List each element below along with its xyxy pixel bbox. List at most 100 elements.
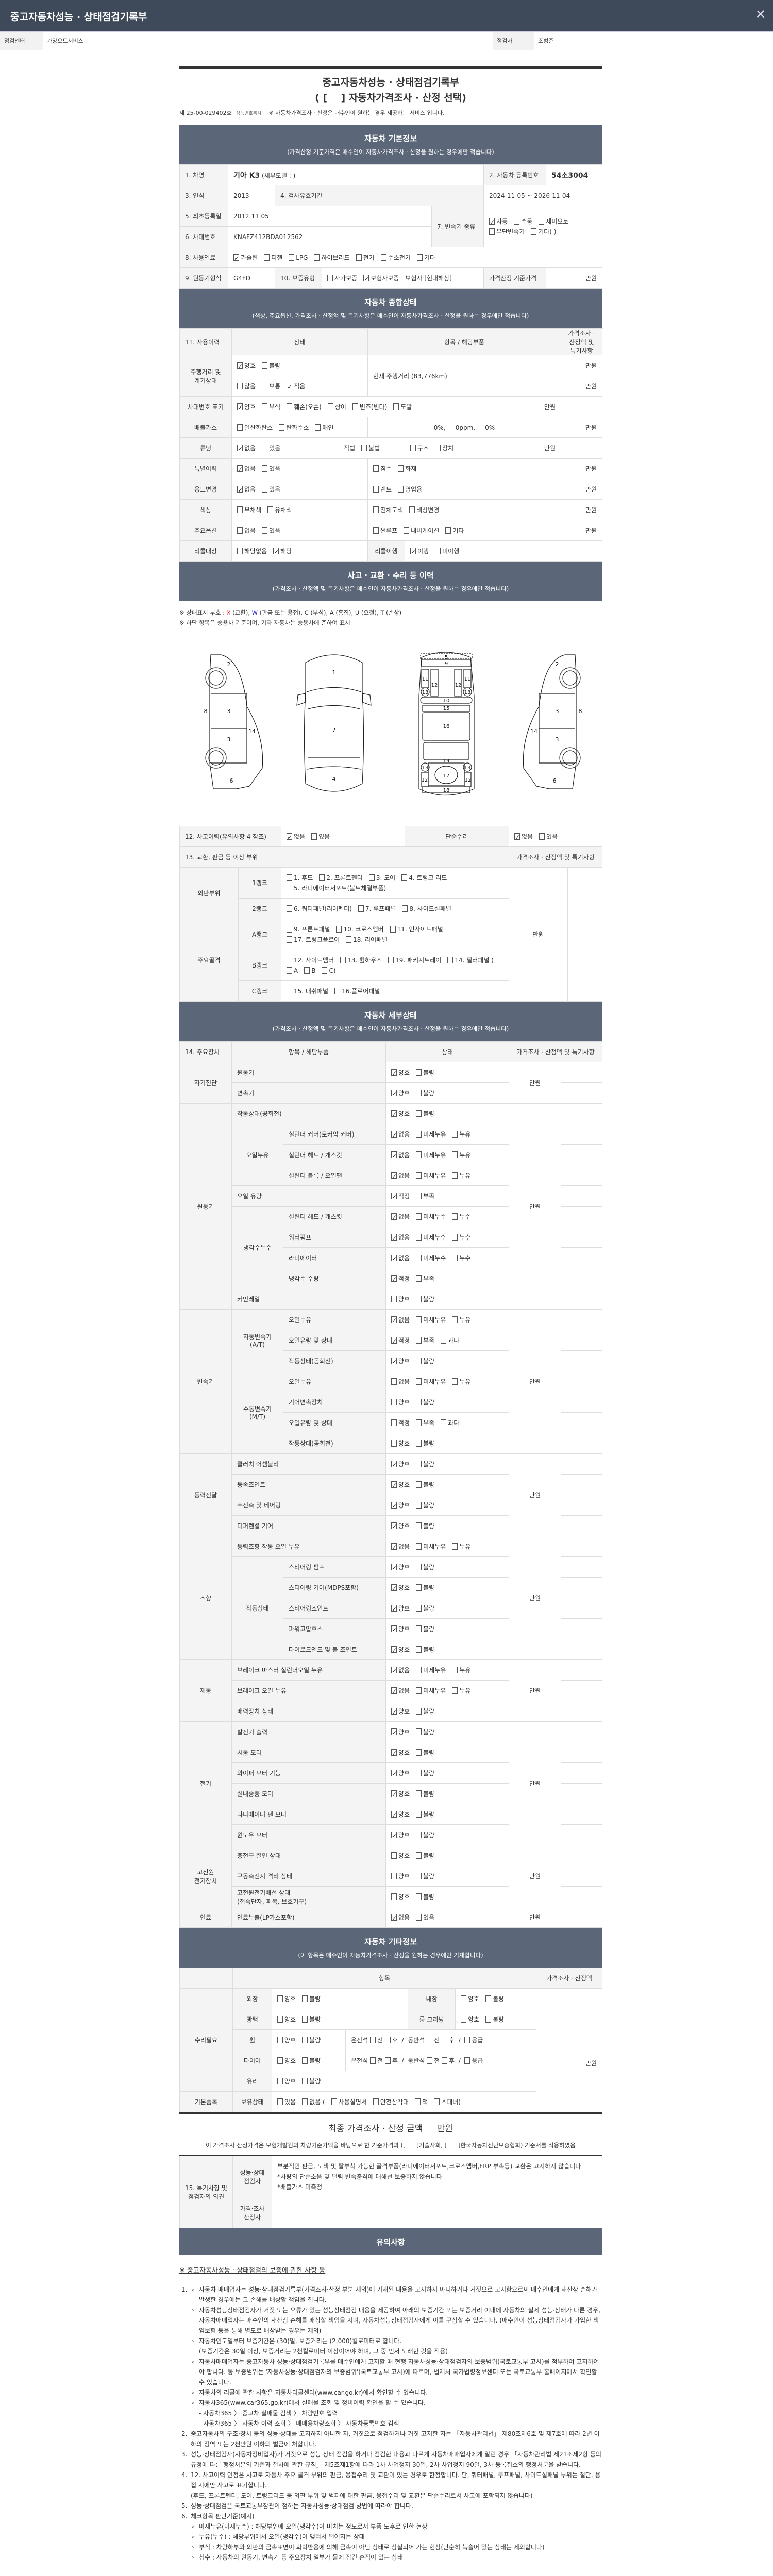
checkbox-option[interactable]: 불량 (416, 1294, 434, 1304)
checkbox-option[interactable]: 내비게이션 (404, 526, 439, 536)
checkbox-icon[interactable] (435, 547, 441, 554)
checkbox-icon[interactable] (416, 1316, 422, 1323)
checkbox-option[interactable]: 해당 (273, 546, 292, 557)
checked-box-icon[interactable] (391, 1645, 397, 1655)
checkbox-option[interactable]: 10. 크로스멤버 (336, 924, 384, 935)
checkbox-option[interactable]: 양호 (391, 1830, 410, 1841)
checkbox-option[interactable]: 미세누유 (416, 1686, 446, 1696)
checkbox-icon[interactable] (337, 444, 342, 451)
checkbox-option[interactable]: 불량 (302, 2076, 321, 2087)
checked-box-icon[interactable] (287, 382, 292, 392)
checkbox-icon[interactable] (452, 1172, 458, 1179)
checkbox-option[interactable]: 없음 (237, 443, 256, 454)
checkbox-option[interactable]: 수소전기 (380, 252, 411, 263)
checked-box-icon[interactable] (237, 485, 243, 495)
checkbox-icon[interactable] (398, 465, 404, 472)
checkbox-icon[interactable] (380, 253, 386, 261)
checkbox-option[interactable]: 없음 (514, 832, 533, 842)
checkbox-option[interactable]: 양호 (277, 2035, 296, 2045)
checkbox-icon[interactable] (416, 1522, 422, 1529)
checkbox-icon[interactable] (416, 1419, 422, 1426)
checkbox-icon[interactable] (485, 2015, 492, 2023)
checkbox-option[interactable]: 기타 (445, 526, 464, 536)
checkbox-option[interactable]: 불량 (485, 1994, 504, 2004)
checkbox-icon[interactable] (287, 403, 293, 410)
checkbox-icon[interactable] (416, 1604, 422, 1612)
checkbox-option[interactable]: 불량 (416, 1624, 434, 1634)
checkbox-icon[interactable] (369, 2037, 376, 2043)
checkbox-icon[interactable] (287, 905, 292, 912)
checked-box-icon[interactable] (391, 1357, 397, 1367)
checkbox-option[interactable]: 많음 (237, 381, 256, 392)
checkbox-icon[interactable] (237, 382, 243, 389)
checkbox-icon[interactable] (416, 1069, 422, 1076)
checkbox-icon[interactable] (267, 506, 274, 513)
checkbox-option[interactable]: 불량 (416, 1356, 434, 1366)
checkbox-option[interactable]: 적음 (287, 381, 305, 392)
checkbox-icon[interactable] (514, 217, 520, 225)
checked-box-icon[interactable] (287, 832, 292, 842)
checkbox-option[interactable]: 양호 (391, 1562, 410, 1573)
checkbox-option[interactable]: 매연 (315, 422, 333, 433)
checkbox-option[interactable]: 불량 (416, 1645, 434, 1655)
checkbox-icon[interactable] (416, 1728, 422, 1735)
checkbox-option[interactable]: 11. 인사이드패널 (390, 924, 443, 935)
checkbox-option[interactable]: 색상변경 (409, 505, 439, 515)
checkbox-option[interactable]: 누유 (452, 1541, 470, 1552)
checkbox-icon[interactable] (404, 527, 410, 534)
checkbox-option[interactable]: 불량 (416, 1851, 434, 1861)
checkbox-option[interactable]: 없음 (391, 1171, 410, 1181)
checkbox-icon[interactable] (464, 2037, 470, 2043)
checkbox-option[interactable]: 양호 (391, 1748, 410, 1758)
checkbox-option[interactable]: 적정 (391, 1191, 410, 1202)
checkbox-icon[interactable] (391, 1378, 397, 1385)
checked-box-icon[interactable] (391, 1604, 397, 1614)
checkbox-option[interactable]: 누수 (452, 1232, 470, 1243)
checkbox-icon[interactable] (452, 1378, 458, 1385)
checkbox-option[interactable]: 양호 (391, 1067, 410, 1078)
checkbox-option[interactable]: 있음 (262, 464, 280, 474)
checkbox-option[interactable]: 전기 (356, 252, 375, 263)
checkbox-option[interactable]: 양호 (391, 1871, 410, 1882)
checkbox-option[interactable]: 불량 (416, 1480, 434, 1490)
checkbox-icon[interactable] (314, 253, 320, 261)
checkbox-icon[interactable] (262, 527, 268, 534)
checkbox-option[interactable]: 불량 (416, 1500, 434, 1511)
checkbox-icon[interactable] (315, 423, 321, 431)
checked-box-icon[interactable] (391, 1150, 397, 1161)
checkbox-icon[interactable] (416, 1398, 422, 1405)
checked-box-icon[interactable] (391, 1810, 397, 1820)
checkbox-option[interactable]: 양호 (391, 1603, 410, 1614)
checkbox-option[interactable]: 양호 (277, 2056, 296, 2066)
checkbox-option[interactable]: 불량 (416, 1809, 434, 1820)
checkbox-option[interactable]: 미이행 (435, 546, 459, 556)
checked-box-icon[interactable] (391, 1501, 397, 1511)
checkbox-icon[interactable] (287, 967, 292, 974)
checkbox-icon[interactable] (416, 1707, 422, 1715)
checkbox-option[interactable]: 사용설명서 (331, 2097, 367, 2107)
checkbox-option[interactable]: 기타 (416, 252, 435, 263)
checkbox-option[interactable]: 과다 (441, 1418, 459, 1428)
checkbox-option[interactable]: 누유 (452, 1171, 470, 1181)
checkbox-icon[interactable] (485, 1995, 492, 2002)
checkbox-option[interactable]: 스패너) (434, 2097, 461, 2107)
checkbox-icon[interactable] (416, 1439, 422, 1447)
checkbox-icon[interactable] (373, 2098, 379, 2105)
checked-box-icon[interactable] (391, 1233, 397, 1243)
checked-box-icon[interactable] (391, 1521, 397, 1532)
checkbox-option[interactable]: 불량 (416, 1397, 434, 1408)
checkbox-icon[interactable] (373, 485, 379, 493)
checkbox-option[interactable]: A (287, 965, 298, 976)
checkbox-option[interactable]: 가솔린 (233, 252, 258, 263)
checkbox-option[interactable]: 불량 (416, 1789, 434, 1799)
checkbox-option[interactable]: 도말 (393, 402, 412, 412)
checkbox-icon[interactable] (384, 2057, 391, 2064)
checkbox-option[interactable]: 양호 (391, 1789, 410, 1800)
checkbox-icon[interactable] (352, 403, 358, 410)
checkbox-option[interactable]: 있음 (262, 443, 280, 453)
close-icon[interactable]: ✕ (755, 7, 766, 22)
checkbox-icon[interactable] (336, 925, 342, 933)
checkbox-option[interactable]: 없음 (237, 484, 256, 495)
checkbox-option[interactable]: 누유 (452, 1129, 470, 1140)
checkbox-option[interactable]: 8. 사이드실패널 (402, 904, 451, 914)
